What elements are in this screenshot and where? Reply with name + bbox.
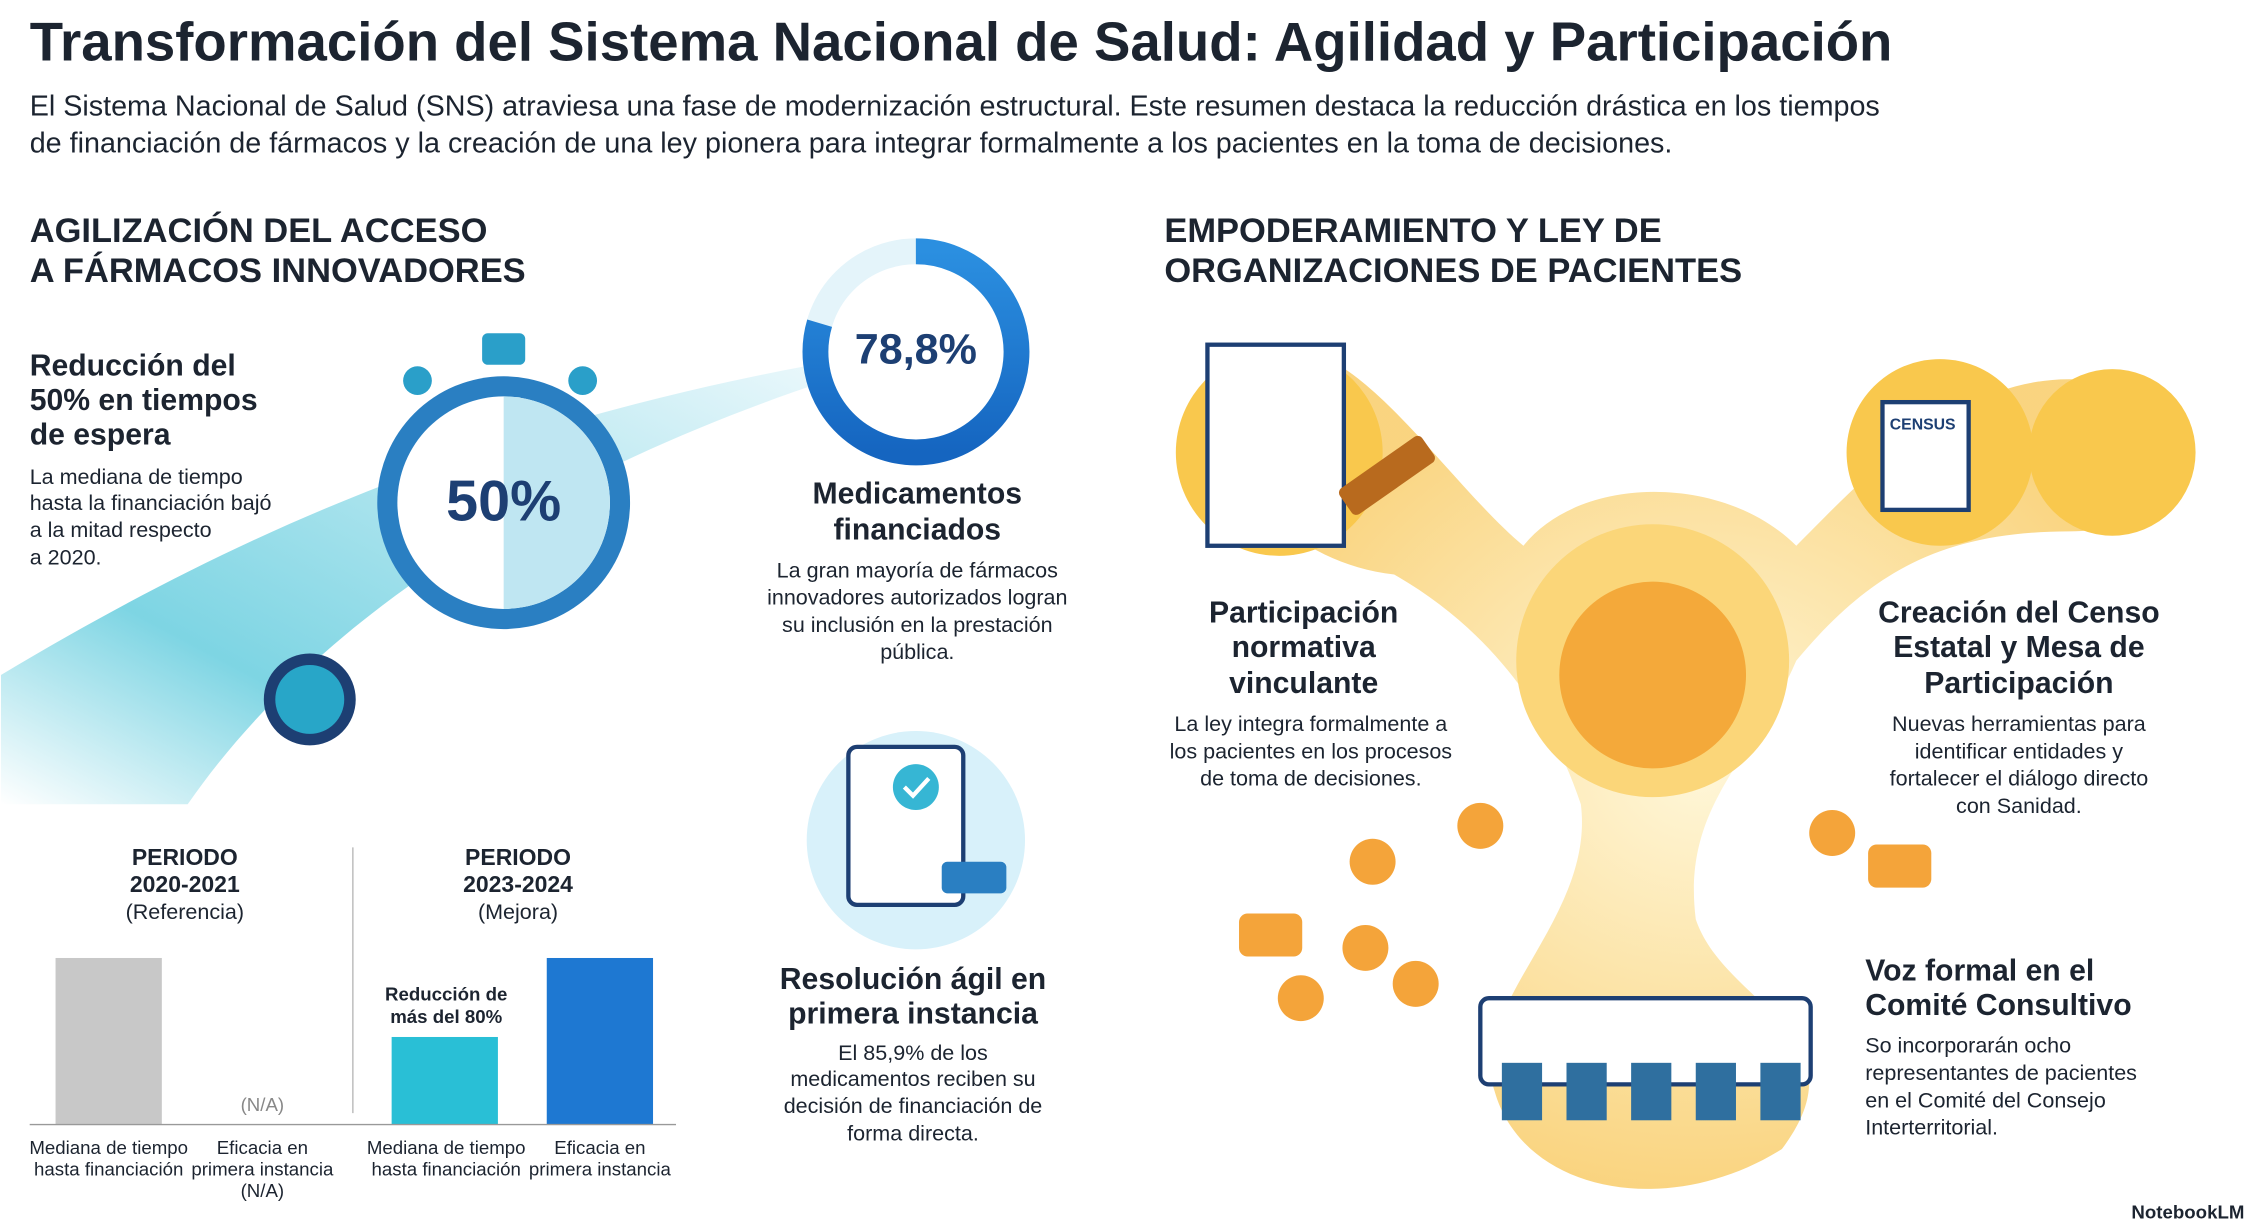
bar-label: Mediana de tiempo [367,1137,526,1158]
bar-label: Eficacia en [217,1137,308,1158]
period-title: 2020-2021 [130,871,240,897]
section-heading: EMPODERAMIENTO Y LEY DE [1164,212,1661,250]
card-text: La mediana de tiempo [30,465,243,489]
badge: 78,8% [855,325,977,373]
card-title: 50% en tiempos [30,384,258,417]
intro: El Sistema Nacional de Salud (SNS) atrav… [30,90,1880,122]
card-text: a la mitad respecto [30,518,212,542]
card-text: hasta la financiación bajó [30,491,272,515]
bar-note: Reducción de [385,983,507,1004]
card-text: a 2020. [30,545,102,569]
card-title: Creación del Censo [1878,597,2160,630]
period-note: (Mejora) [478,900,558,924]
card-text: La ley integra formalmente a [1174,712,1447,736]
badge: 50% [446,470,561,534]
card-text: El 85,9% de los [838,1041,988,1065]
card-text: de toma de decisiones. [1200,767,1421,791]
bar-label: primera instancia [191,1158,334,1179]
bar-label: Mediana de tiempo [29,1137,188,1158]
illustrations [0,238,2196,1189]
card-text: La gran mayoría de fármacos [777,558,1058,582]
title: Transformación del Sistema Nacional de S… [30,11,1893,72]
na-label: (N/A) [241,1094,285,1115]
card-title: Resolución ágil en [780,963,1046,996]
period-note: (Referencia) [126,900,244,924]
card-text: decisión de financiación de [784,1094,1043,1118]
card-text: identificar entidades y [1915,739,2123,763]
period-title: 2023-2024 [463,871,573,897]
card-text: con Sanidad. [1956,794,2082,818]
card-title: financiados [834,513,1002,546]
card-title: Medicamentos [813,477,1022,510]
card-text: fortalecer el diálogo directo [1890,767,2149,791]
card-title: Comité Consultivo [1865,989,2131,1022]
card-text: innovadores autorizados logran [767,586,1067,610]
card-title: Voz formal en el [1865,954,2094,987]
period-title: PERIODO [132,844,238,870]
card-text: su inclusión en la prestación [782,613,1053,637]
card-title: primera instancia [788,997,1038,1030]
card-text: Nuevas herramientas para [1892,712,2146,736]
card-title: vinculante [1229,667,1378,700]
section-heading: A FÁRMACOS INNOVADORES [30,250,526,290]
card-text: en el Comité del Consejo [1865,1088,2106,1112]
bar-label: (N/A) [241,1180,285,1201]
card-text: forma directa. [847,1121,979,1145]
card-title: Participación [1924,667,2113,700]
card-text: medicamentos reciben su [790,1067,1035,1091]
card-text: So incorporarán ocho [1865,1034,2071,1058]
intro: de financiación de fármacos y la creació… [30,128,1673,160]
bar-label: Eficacia en [554,1137,645,1158]
section-heading: AGILIZACIÓN DEL ACCESO [30,210,488,250]
period-title: PERIODO [465,844,571,870]
card-text: pública. [880,640,954,664]
bar-label: primera instancia [529,1158,672,1179]
footer: NotebookLM [2131,1202,2244,1223]
card-title: Participación [1209,597,1398,630]
card-title: normativa [1232,631,1376,664]
card-title: de espera [30,419,171,452]
icon-label: CENSUS [1890,416,1956,433]
bar-note: más del 80% [390,1006,502,1027]
card-text: Interterritorial. [1865,1116,1998,1140]
card-title: Reducción del [30,350,236,383]
card-text: representantes de pacientes [1865,1061,2137,1085]
bar-label: hasta financiación [372,1158,521,1179]
card-text: los pacientes en los procesos [1170,739,1452,763]
section-heading: ORGANIZACIONES DE PACIENTES [1164,252,1742,290]
card-title: Estatal y Mesa de [1893,631,2144,664]
bar-label: hasta financiación [34,1158,183,1179]
